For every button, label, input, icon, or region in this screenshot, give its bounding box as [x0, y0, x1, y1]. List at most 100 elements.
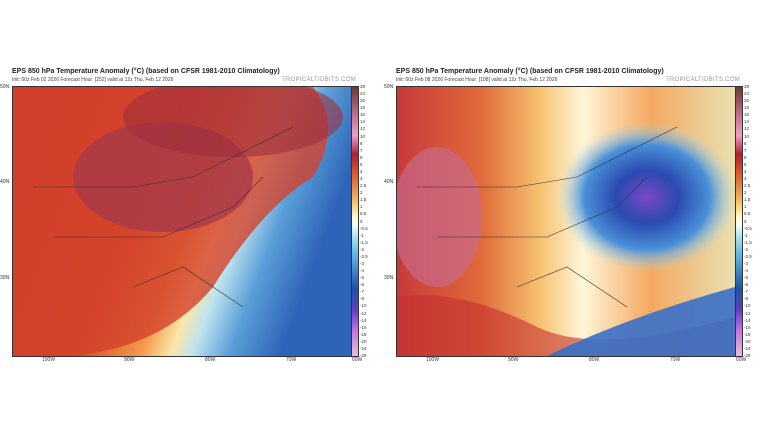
map-panel-left: EPS 850 hPa Temperature Anomaly (°C) (ba…	[0, 66, 370, 366]
colorbar-label: 28	[744, 84, 750, 89]
map-subtitle: Init: 00z Feb 08 2026 Forecast Hour: [10…	[396, 77, 558, 83]
colorbar-label: 24	[744, 91, 750, 97]
colorbar-label: -14	[360, 317, 367, 323]
colorbar-label: 2.5	[744, 183, 751, 189]
colorbar-label: 2	[360, 190, 363, 196]
colorbar-label: 1	[744, 204, 747, 210]
colorbar-label: 20	[360, 98, 366, 104]
colorbar-label: 18	[360, 105, 366, 111]
colorbar-label: 0	[744, 218, 747, 224]
lon-label: 70W	[286, 357, 297, 363]
colorbar-label: 10	[744, 133, 750, 139]
colorbar-label: -2	[744, 246, 749, 252]
colorbar-label: 8	[360, 140, 363, 146]
colorbar-label: 1.5	[360, 197, 367, 203]
colorbar-label: -18	[360, 331, 367, 337]
colorbar-label: 2	[744, 190, 747, 196]
colorbar-label: 8	[744, 140, 747, 146]
brand-watermark: TROPICALTIDBITS.COM	[282, 77, 356, 83]
colorbar-label: -14	[744, 317, 751, 323]
colorbar-label: 0.5	[360, 211, 367, 217]
map-panel-right: EPS 850 hPa Temperature Anomaly (°C) (ba…	[384, 66, 754, 366]
colorbar-label: 4	[360, 168, 363, 174]
colorbar-label: 28	[360, 84, 366, 89]
colorbar-label: -2.5	[360, 253, 368, 259]
colorbar-label: -28	[360, 353, 367, 358]
lon-label: 60W	[736, 357, 747, 363]
lat-label: 40N	[0, 179, 10, 185]
colorbar-label: 3	[360, 176, 363, 182]
colorbar-label: -24	[360, 345, 367, 351]
colorbar-label: -1	[360, 232, 365, 238]
colorbar-label: 12	[744, 126, 750, 132]
colorbar-label: -0.5	[360, 225, 368, 231]
colorbar-label: -2	[360, 246, 365, 252]
colorbar-label: 2.5	[360, 183, 367, 189]
lat-label: 40N	[384, 179, 394, 185]
colorbar-label: 0	[360, 218, 363, 224]
colorbar-label: -16	[744, 324, 751, 330]
lon-label: 90W	[124, 357, 135, 363]
colorbar-label: -5	[744, 275, 749, 281]
colorbar-label: 18	[744, 105, 750, 111]
brand-watermark: TROPICALTIDBITS.COM	[666, 77, 740, 83]
lon-label: 90W	[508, 357, 519, 363]
colorbar	[735, 86, 743, 357]
anomaly-map	[12, 86, 352, 357]
colorbar-label: -24	[744, 345, 751, 351]
colorbar-label: -6	[744, 282, 749, 288]
colorbar-label: -1.5	[360, 239, 368, 245]
colorbar-label: -18	[744, 331, 751, 337]
colorbar-label: -4	[360, 268, 365, 274]
colorbar-label: -16	[360, 324, 367, 330]
colorbar-label: 5	[360, 161, 363, 167]
lon-label: 100W	[42, 357, 56, 363]
colorbar-label: 16	[360, 112, 366, 118]
colorbar-label: -12	[744, 310, 751, 316]
colorbar-label: -20	[744, 338, 751, 344]
colorbar-label: 12	[360, 126, 366, 132]
colorbar-label: -12	[360, 310, 367, 316]
colorbar-label: -6	[360, 282, 365, 288]
lat-label: 50N	[384, 84, 394, 90]
colorbar-label: -28	[744, 353, 751, 358]
colorbar-label: -2.5	[744, 253, 752, 259]
map-title: EPS 850 hPa Temperature Anomaly (°C) (ba…	[396, 68, 664, 75]
colorbar-label: -20	[360, 338, 367, 344]
colorbar-label: -3	[360, 260, 365, 266]
lat-label: 30N	[0, 275, 10, 281]
colorbar-label: 5	[744, 161, 747, 167]
map-title: EPS 850 hPa Temperature Anomaly (°C) (ba…	[12, 68, 280, 75]
colorbar-label: -8	[744, 296, 749, 302]
lat-label: 30N	[384, 275, 394, 281]
colorbar-label: 6	[744, 154, 747, 160]
colorbar-label: -4	[744, 268, 749, 274]
colorbar-label: 7	[744, 147, 747, 153]
colorbar-label: 0.5	[744, 211, 751, 217]
lat-label: 50N	[0, 84, 10, 90]
lon-label: 70W	[670, 357, 681, 363]
map-subtitle: Init: 00z Feb 02 2026 Forecast Hour: [25…	[12, 77, 174, 83]
colorbar-label: -0.5	[744, 225, 752, 231]
colorbar-label: 16	[744, 112, 750, 118]
colorbar	[351, 86, 359, 357]
anomaly-map	[396, 86, 736, 357]
colorbar-label: 6	[360, 154, 363, 160]
colorbar-label: -3	[744, 260, 749, 266]
lon-label: 80W	[589, 357, 600, 363]
lon-label: 100W	[426, 357, 440, 363]
colorbar-label: 3	[744, 176, 747, 182]
colorbar-label: 24	[360, 91, 366, 97]
colorbar-label: -10	[360, 303, 367, 309]
colorbar-label: 1.5	[744, 197, 751, 203]
colorbar-label: -8	[360, 296, 365, 302]
colorbar-label: 10	[360, 133, 366, 139]
colorbar-label: -7	[744, 289, 749, 295]
lon-label: 80W	[205, 357, 216, 363]
colorbar-label: -7	[360, 289, 365, 295]
colorbar-label: -5	[360, 275, 365, 281]
colorbar-label: -1	[744, 232, 749, 238]
colorbar-label: 14	[360, 119, 366, 125]
lon-label: 60W	[352, 357, 363, 363]
colorbar-label: -10	[744, 303, 751, 309]
